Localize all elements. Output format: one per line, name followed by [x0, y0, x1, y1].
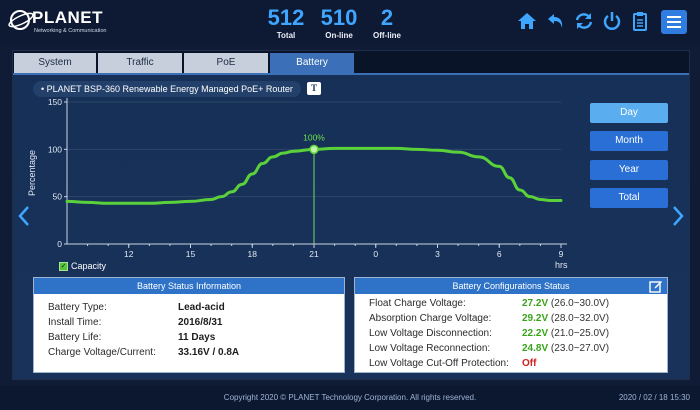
low-voltage-disconnection-range: (21.0~25.0V) [550, 328, 610, 339]
x-tick-label: 0 [373, 249, 378, 259]
home-icon[interactable] [516, 10, 538, 32]
charge-voltage-label: Charge Voltage/Current: [48, 347, 156, 358]
menu-icon-bar [667, 26, 681, 28]
refresh-icon[interactable] [573, 10, 595, 32]
float-charge-value-group: 27.2V (26.0~30.0V) [522, 298, 609, 309]
x-tick-label: 9 [559, 249, 564, 259]
text-format-icon[interactable]: T [307, 82, 321, 95]
float-charge-label: Float Charge Voltage: [369, 298, 466, 309]
highlight-point [309, 144, 319, 155]
float-charge-range: (26.0~30.0V) [550, 298, 610, 309]
x-axis-unit: hrs [555, 260, 568, 270]
stat-online: 510 On-line [316, 5, 362, 41]
stat-online-value: 510 [320, 5, 358, 30]
tab-traffic[interactable]: Traffic [98, 53, 182, 73]
stat-online-label: On-line [325, 31, 353, 40]
low-voltage-disconnection-value-group: 22.2V (21.0~25.0V) [522, 328, 609, 339]
low-voltage-reconnection-value-group: 24.8V (23.0~27.0V) [522, 343, 609, 354]
tab-poe[interactable]: PoE [184, 53, 268, 73]
absorption-charge-range: (28.0~32.0V) [550, 313, 610, 324]
battery-type-value: Lead-acid [178, 302, 225, 313]
planet-logo[interactable]: PLANET Networking & Communication [8, 6, 118, 38]
install-time-value: 2016/8/31 [178, 317, 223, 328]
x-tick-label: 15 [186, 249, 196, 259]
stat-offline-value: 2 [380, 5, 394, 30]
y-tick-label: 0 [57, 239, 62, 249]
cutoff-protection-label: Low Voltage Cut-Off Protection: [369, 358, 509, 369]
top-header: PLANET Networking & Communication 512 To… [0, 0, 700, 44]
menu-button[interactable] [661, 10, 687, 34]
cutoff-protection-value: Off [522, 358, 537, 369]
low-voltage-disconnection-label: Low Voltage Disconnection: [369, 328, 492, 339]
low-voltage-disconnection-value: 22.2V [522, 328, 549, 339]
stat-offline-label: Off-line [373, 31, 401, 40]
chevron-left-icon[interactable] [17, 205, 31, 227]
power-icon[interactable] [601, 10, 623, 32]
battery-status-title: Battery Status Information [34, 278, 344, 294]
battery-capacity-chart: 0 50 100 150 12 15 18 21 0 3 6 9 Percentage hrs 100% [27, 97, 568, 270]
absorption-charge-label: Absorption Charge Voltage: [369, 313, 492, 324]
range-year-button[interactable]: Year [590, 160, 668, 180]
footer-datetime: 2020 / 02 / 18 15:30 [618, 393, 690, 402]
low-voltage-reconnection-range: (23.0~27.0V) [550, 343, 610, 354]
absorption-charge-value-group: 29.2V (28.0~32.0V) [522, 313, 609, 324]
stat-total-value: 512 [267, 5, 305, 30]
battery-panel: • PLANET BSP-360 Renewable Energy Manage… [13, 73, 689, 379]
x-tick-label: 12 [124, 249, 134, 259]
copyright-text: Copyright 2020 © PLANET Technology Corpo… [223, 393, 477, 402]
x-tick-label: 18 [248, 249, 258, 259]
range-total-button[interactable]: Total [590, 188, 668, 208]
footer: Copyright 2020 © PLANET Technology Corpo… [0, 386, 700, 410]
dashboard-panel: System Traffic PoE Battery • PLANET BSP-… [12, 50, 690, 380]
capacity-checkbox[interactable]: ✓ [59, 262, 68, 271]
battery-config-title: Battery Configurations Status [452, 281, 570, 291]
battery-life-label: Battery Life: [48, 332, 102, 343]
charge-voltage-value: 33.16V / 0.8A [178, 347, 240, 358]
device-title-text: PLANET BSP-360 Renewable Energy Managed … [46, 84, 293, 94]
low-voltage-reconnection-value: 24.8V [522, 343, 549, 354]
legend-label-capacity: Capacity [71, 261, 107, 271]
chevron-right-icon[interactable] [671, 205, 685, 227]
y-tick-label: 50 [53, 192, 63, 202]
stat-total-label: Total [276, 31, 296, 40]
x-tick-label: 21 [309, 249, 319, 259]
float-charge-value: 27.2V [522, 298, 549, 309]
x-tick-label: 6 [497, 249, 502, 259]
install-time-label: Install Time: [48, 317, 102, 328]
y-tick-label: 150 [48, 97, 62, 107]
stat-offline: 2 Off-line [370, 5, 404, 41]
clipboard-icon[interactable] [629, 10, 651, 32]
tab-system[interactable]: System [14, 53, 96, 73]
tab-battery[interactable]: Battery [270, 53, 354, 73]
title-bullet: • [41, 84, 45, 94]
battery-status-card: Battery Status Information Battery Type:… [33, 277, 345, 373]
highlight-label: 100% [303, 132, 325, 142]
edit-icon[interactable] [649, 279, 663, 293]
planet-logo-mark-icon [8, 10, 34, 30]
menu-icon [667, 16, 681, 18]
brand-tagline: Networking & Communication [34, 28, 107, 34]
menu-icon-bar [667, 21, 681, 23]
battery-config-card: Battery Configurations Status Float Char… [354, 277, 668, 373]
x-tick-label: 3 [435, 249, 440, 259]
range-day-button[interactable]: Day [590, 103, 668, 123]
battery-life-value: 11 Days [178, 332, 216, 343]
battery-type-label: Battery Type: [48, 302, 107, 313]
stat-total: 512 Total [264, 5, 308, 41]
absorption-charge-value: 29.2V [522, 313, 549, 324]
back-icon[interactable] [545, 10, 567, 32]
battery-config-header: Battery Configurations Status [355, 278, 667, 294]
y-axis-title: Percentage [27, 150, 37, 196]
y-tick-label: 100 [48, 144, 62, 154]
capacity-series-line [65, 146, 563, 205]
brand-name: PLANET [32, 8, 103, 27]
low-voltage-reconnection-label: Low Voltage Reconnection: [369, 343, 491, 354]
device-title: • PLANET BSP-360 Renewable Energy Manage… [33, 81, 301, 97]
range-month-button[interactable]: Month [590, 131, 668, 151]
